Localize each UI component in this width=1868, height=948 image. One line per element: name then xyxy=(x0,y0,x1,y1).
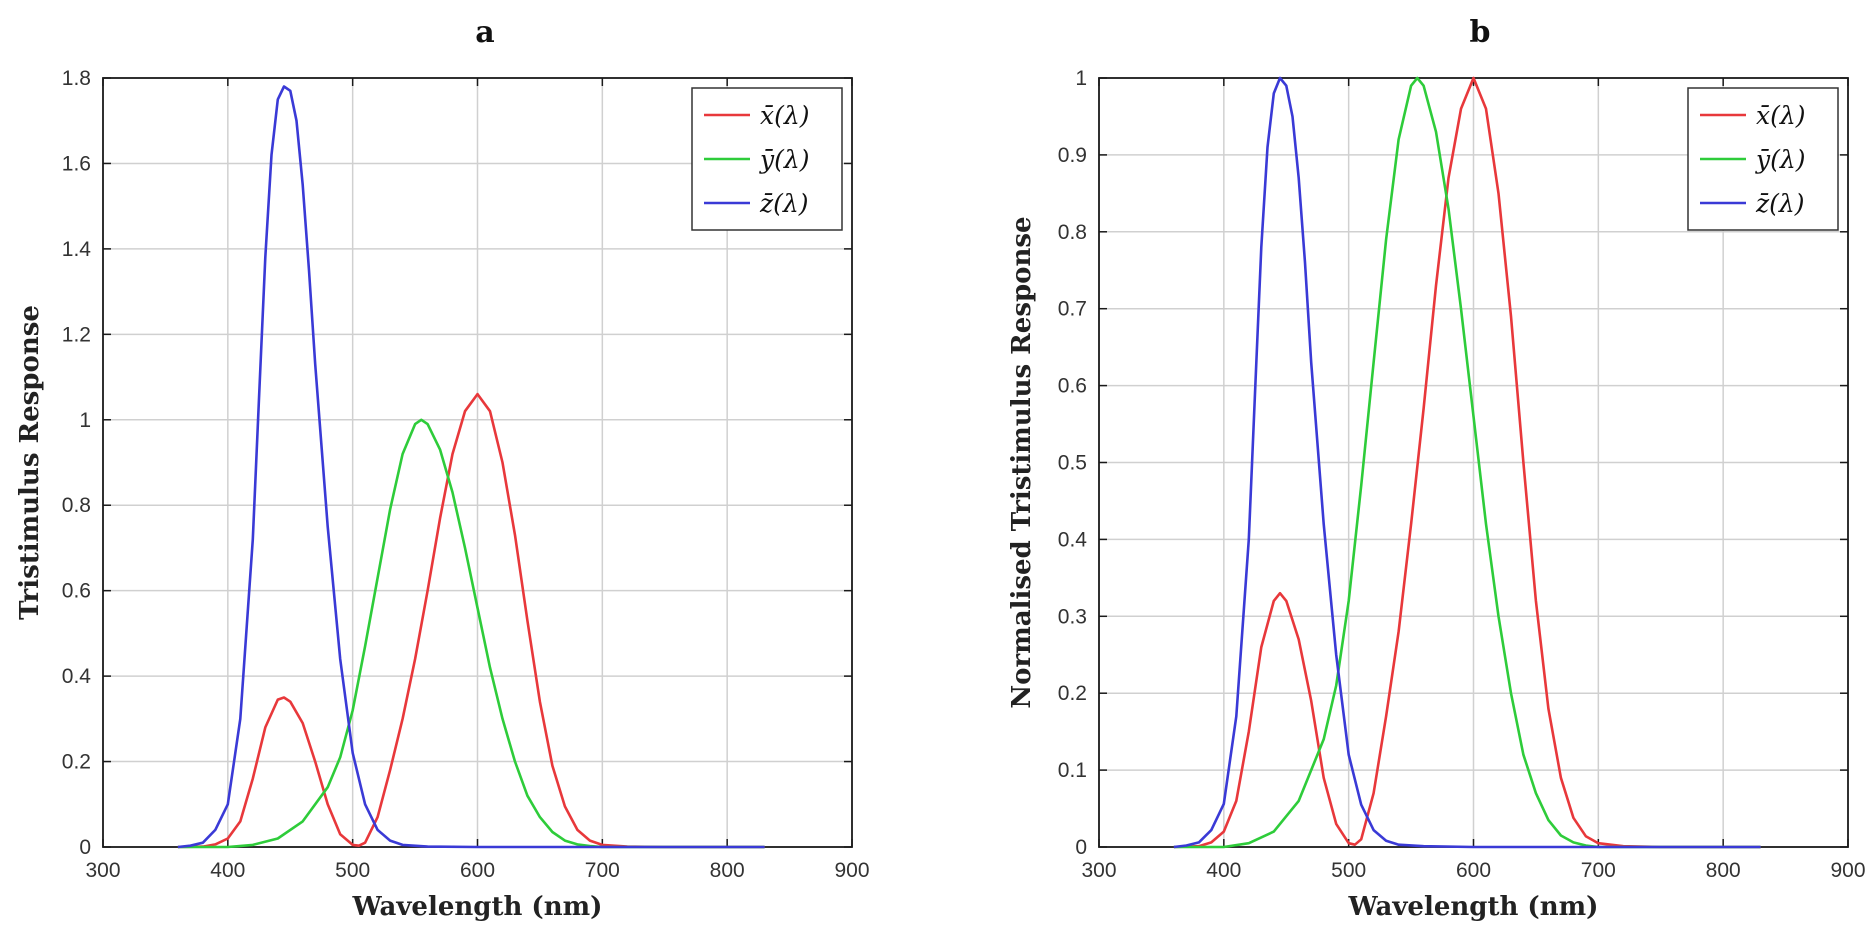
legend-label-2: z̄(λ) xyxy=(1755,189,1805,218)
legend-label-1: ȳ(λ) xyxy=(759,145,809,174)
legend: x̄(λ) ȳ(λ) z̄(λ) xyxy=(1687,87,1839,231)
series-line-1 xyxy=(177,418,765,849)
y-tick-label: 0.3 xyxy=(1058,605,1087,628)
y-tick-label: 0.7 xyxy=(1058,298,1087,321)
y-tick-label: 1.4 xyxy=(62,238,92,261)
x-tick-label: 900 xyxy=(834,859,869,882)
y-tick-label: 0.4 xyxy=(1058,528,1088,551)
series-line-1 xyxy=(1173,76,1761,849)
y-tick-label: 0.2 xyxy=(1058,682,1087,705)
chart-panel-b: 300 400 500 600 700 800 900 0 0.1 0.2 0.3 0.4 0.5 0.6… xyxy=(1007,15,1866,922)
y-tick-label: 0.8 xyxy=(62,494,91,517)
y-tick-label: 0.2 xyxy=(62,751,91,774)
y-axis-label: Tristimulus Response xyxy=(15,305,45,620)
panel-title: a xyxy=(475,15,494,50)
x-tick-label: 800 xyxy=(710,859,745,882)
y-tick-label: 0.1 xyxy=(1058,759,1087,782)
y-axis-label: Normalised Tristimulus Response xyxy=(1007,216,1037,708)
legend-label-0: x̄(λ) xyxy=(760,101,809,130)
series-line-0 xyxy=(1173,76,1761,849)
legend-label-0: x̄(λ) xyxy=(1756,101,1805,130)
x-tick-label: 300 xyxy=(85,859,120,882)
x-axis-label: Wavelength (nm) xyxy=(352,892,603,922)
x-axis-label: Wavelength (nm) xyxy=(1348,892,1599,922)
x-tick-label: 600 xyxy=(1456,859,1491,882)
y-tick-label: 0 xyxy=(1075,836,1087,859)
x-tick-label: 500 xyxy=(1331,859,1366,882)
y-tick-label: 0 xyxy=(79,836,91,859)
x-tick-label: 700 xyxy=(1581,859,1616,882)
y-tick-label: 0.4 xyxy=(62,665,92,688)
y-tick-label: 0.8 xyxy=(1058,221,1087,244)
x-tick-label: 500 xyxy=(335,859,370,882)
x-tick-label: 400 xyxy=(1206,859,1241,882)
y-tick-label: 1.2 xyxy=(62,323,91,346)
legend: x̄(λ) ȳ(λ) z̄(λ) xyxy=(691,87,843,231)
series-line-2 xyxy=(1173,76,1761,849)
x-tick-label: 600 xyxy=(460,859,495,882)
y-tick-label: 0.5 xyxy=(1058,452,1087,475)
y-tick-label: 1 xyxy=(79,409,91,432)
x-tick-label: 800 xyxy=(1706,859,1741,882)
x-tick-label: 700 xyxy=(585,859,620,882)
x-tick-label: 900 xyxy=(1830,859,1865,882)
x-tick-label: 300 xyxy=(1081,859,1116,882)
y-tick-label: 0.6 xyxy=(62,580,91,603)
chart-panel-a: 300 400 500 600 700 800 900 0 0.2 0.4 0.6 0.8 1 1.2 1.… xyxy=(15,15,870,922)
x-tick-label: 400 xyxy=(210,859,245,882)
y-tick-label: 0.9 xyxy=(1058,144,1087,167)
legend-label-2: z̄(λ) xyxy=(759,189,809,218)
series-line-0 xyxy=(177,392,765,849)
series-line-2 xyxy=(177,85,765,849)
y-tick-label: 0.6 xyxy=(1058,375,1087,398)
legend-label-1: ȳ(λ) xyxy=(1755,145,1805,174)
y-tick-label: 1 xyxy=(1075,67,1087,90)
y-tick-label: 1.6 xyxy=(62,152,91,175)
panel-title: b xyxy=(1470,15,1491,50)
y-tick-label: 1.8 xyxy=(62,67,91,90)
